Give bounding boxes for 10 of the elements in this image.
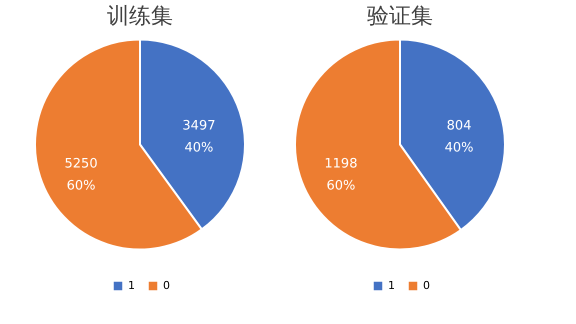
chart-title: 训练集 xyxy=(107,4,173,29)
data-label: 804 40% xyxy=(444,118,474,156)
data-label: 3497 40% xyxy=(182,118,216,156)
chart-title: 验证集 xyxy=(367,4,433,29)
legend-label: 0 xyxy=(423,279,430,292)
legend-label: 1 xyxy=(388,279,395,292)
data-label: 5250 60% xyxy=(64,156,98,194)
data-label: 1198 60% xyxy=(324,156,358,194)
legend-label: 1 xyxy=(128,279,135,292)
legend-label: 0 xyxy=(163,279,170,292)
